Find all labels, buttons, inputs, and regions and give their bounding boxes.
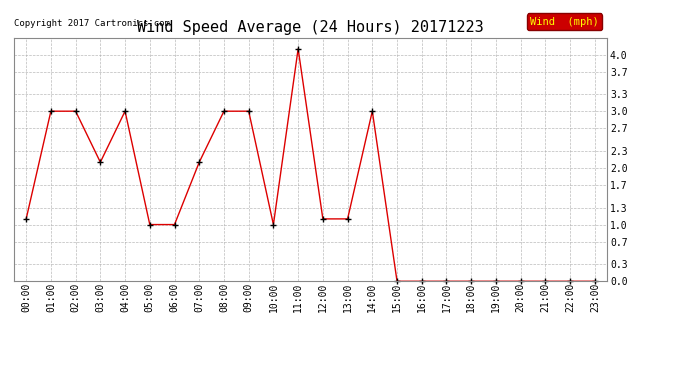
Text: Copyright 2017 Cartronics.com: Copyright 2017 Cartronics.com	[14, 19, 170, 28]
Legend: Wind  (mph): Wind (mph)	[527, 13, 602, 30]
Title: Wind Speed Average (24 Hours) 20171223: Wind Speed Average (24 Hours) 20171223	[137, 20, 484, 35]
